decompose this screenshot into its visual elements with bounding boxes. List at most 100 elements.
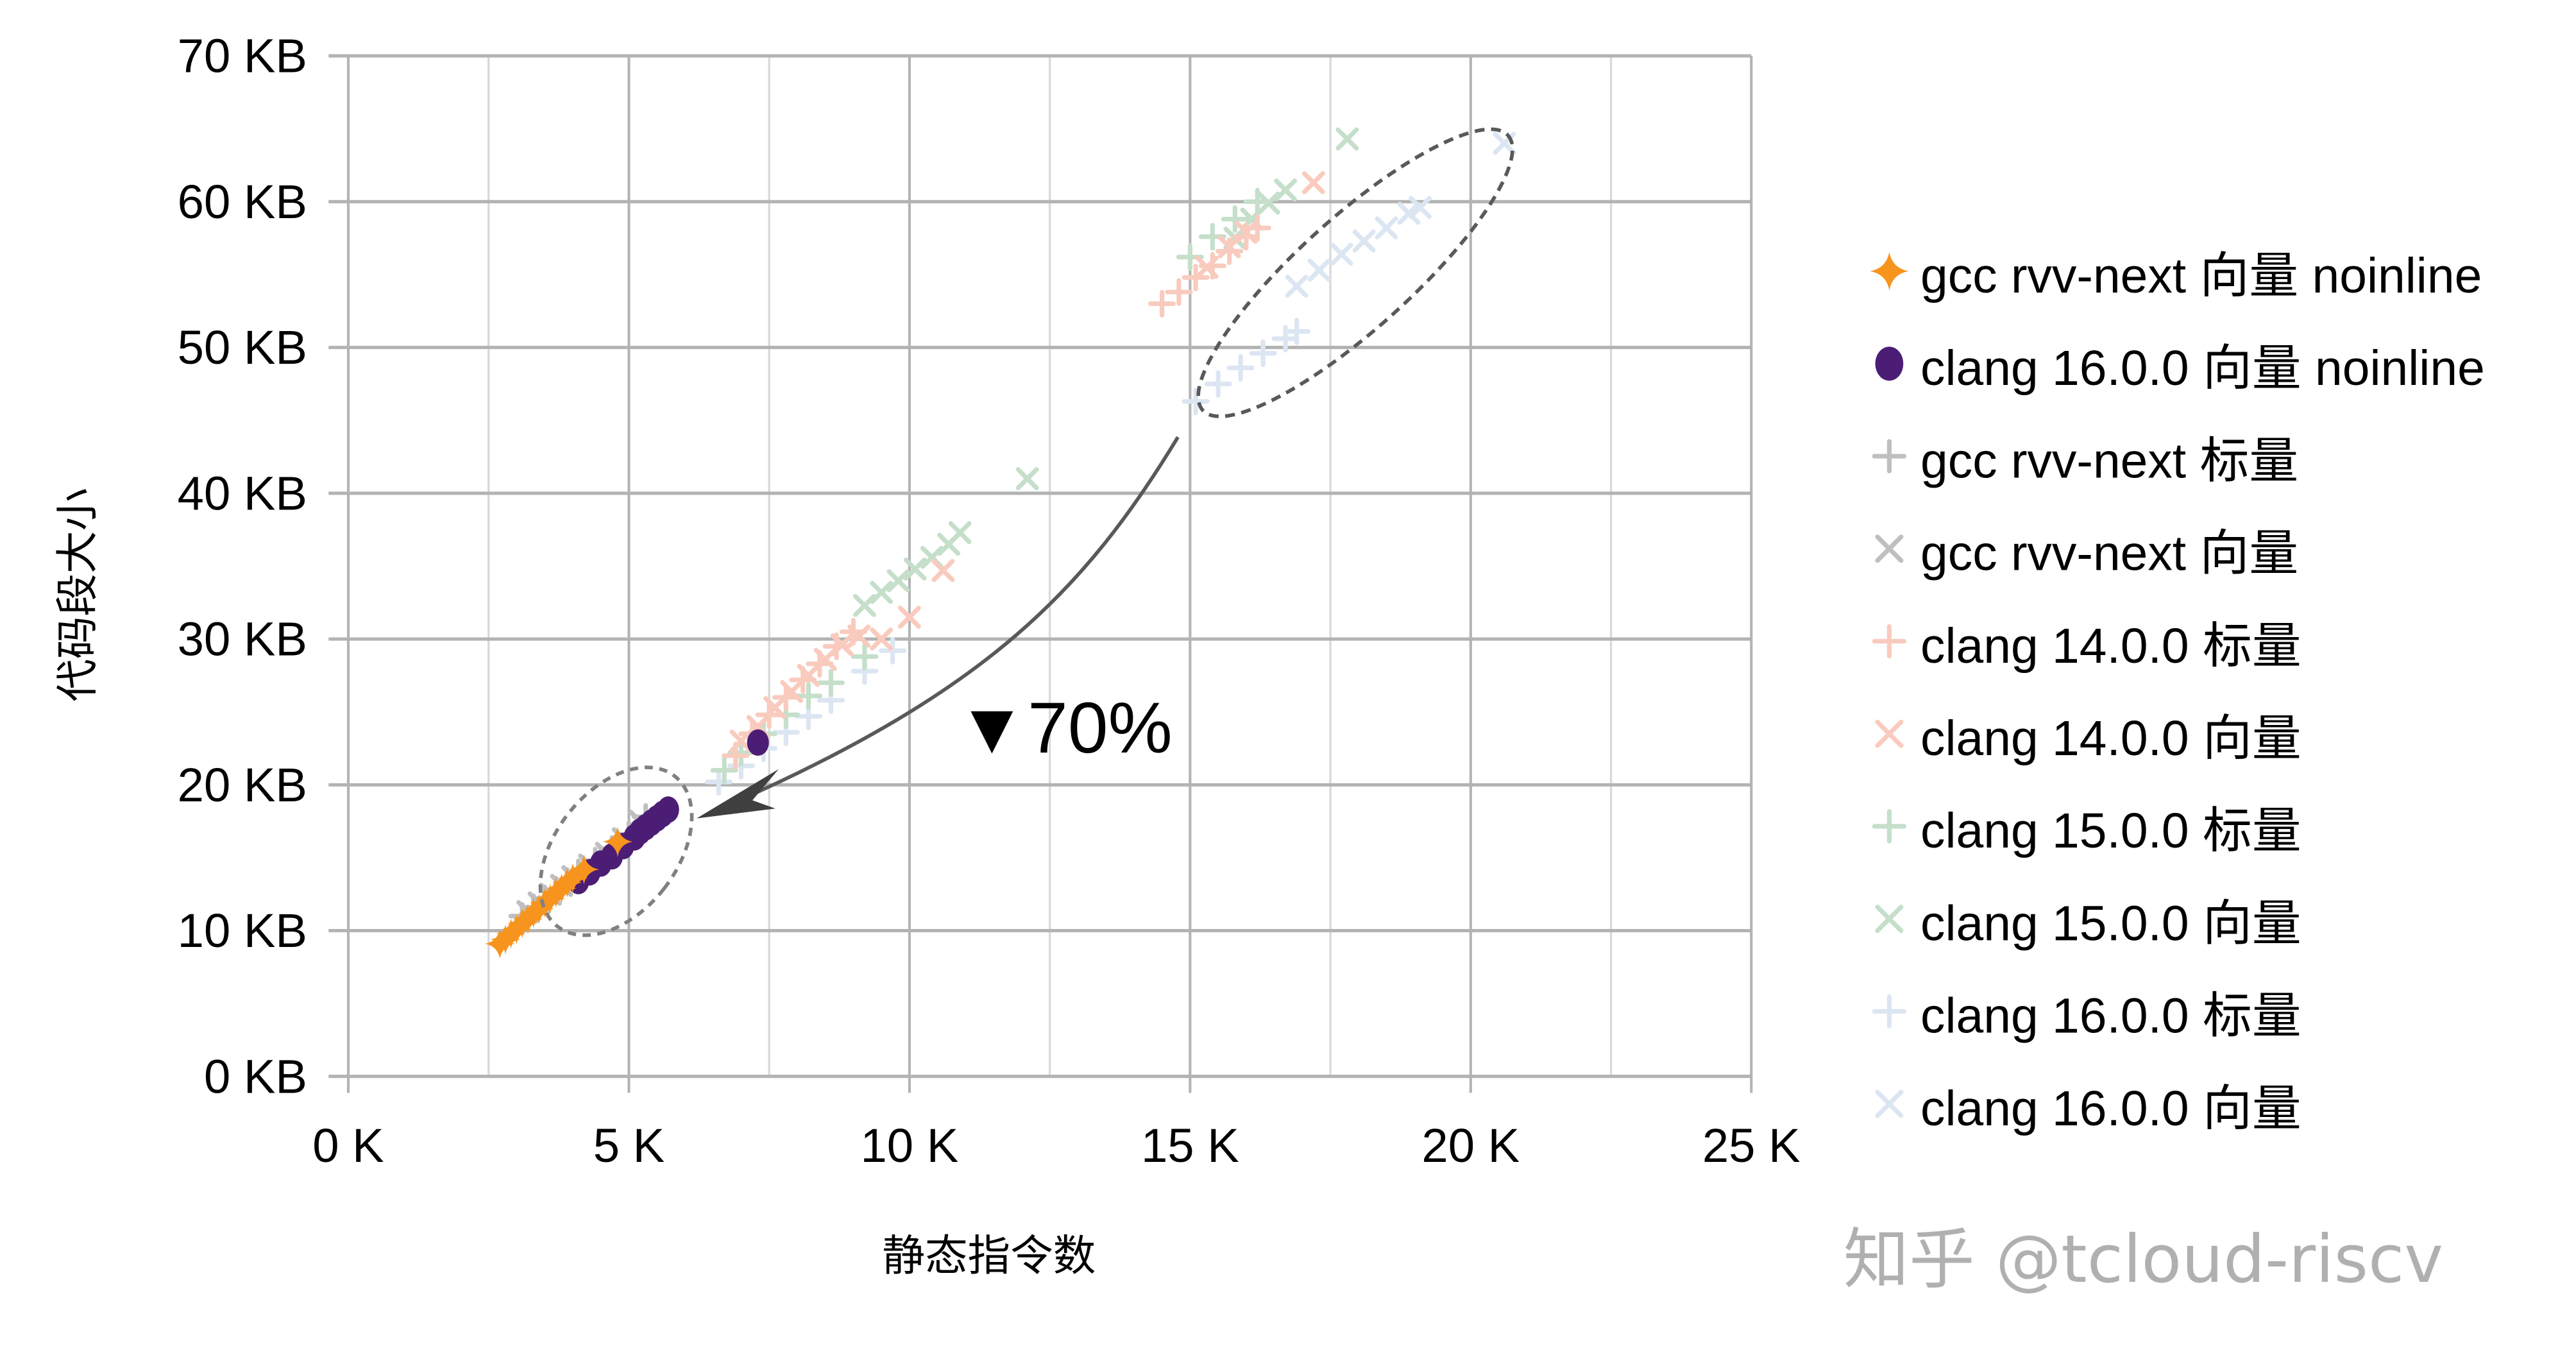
reduction-label: ▼70% [956,687,1173,768]
series [484,826,633,959]
data-point [1216,237,1244,266]
data-point [541,878,572,908]
data-point [529,888,560,918]
y-tick-label: 20 KB [178,758,307,812]
data-point [557,863,588,894]
data-point [1283,318,1311,346]
data-point [704,768,733,796]
x-tick-label: 0 K [312,1119,384,1172]
legend-item: clang 15.0.0 标量 [1872,803,2301,858]
data-point [547,873,577,903]
x-axis-title: 静态指令数 [882,1231,1096,1281]
y-tick-label: 0 KB [204,1050,307,1103]
data-point [1226,354,1255,382]
data-point [772,683,800,712]
data-point [513,904,543,934]
y-tick-label: 10 KB [178,904,307,957]
axes: 0 K 5 K 10 K 15 K 20 K 25 K 0 KB 10 KB 20 KB 30 K… [178,30,1801,1172]
legend-marker-icon [1872,809,1907,844]
y-tick-label: 40 KB [178,466,307,520]
legend-label: clang 16.0.0 向量 [1920,1081,2301,1136]
legend-label: clang 16.0.0 标量 [1920,989,2301,1044]
legend-item: clang 16.0.0 标量 [1872,989,2301,1044]
data-point [1409,196,1432,219]
data-point [870,627,894,651]
legend-marker-icon [1875,346,1904,381]
data-point [496,918,527,949]
data-point [817,669,845,697]
legend-marker-icon [1875,719,1904,748]
legend-marker-icon [1875,534,1904,563]
legend-label: clang 14.0.0 向量 [1920,711,2301,766]
data-point [1274,178,1298,202]
x-tick-label: 15 K [1141,1119,1239,1172]
legend-marker-icon [1872,439,1907,473]
data-point [569,854,599,885]
watermark: 知乎 @tcloud-riscv [1843,1222,2443,1298]
x-tick-label: 20 K [1421,1119,1520,1172]
data-point [524,894,554,924]
data-point [1307,259,1331,282]
legend-label: clang 14.0.0 标量 [1920,618,2301,674]
legend-item: clang 14.0.0 标量 [1872,618,2301,674]
legend-marker-icon [1872,994,1907,1028]
data-point [852,593,876,617]
data-point [1285,275,1309,298]
legend-item: clang 16.0.0 向量 noinline [1875,341,2485,396]
series [1285,132,1516,298]
data-point [507,908,538,939]
data-point [794,682,822,710]
legend-label: gcc rvv-next 标量 [1920,433,2298,488]
highlight-ellipse-small [538,765,694,937]
data-points [484,127,1516,959]
y-tick-label: 60 KB [178,175,307,228]
data-point [535,883,566,914]
legend-item: clang 15.0.0 向量 [1875,896,2301,951]
data-point [1182,388,1210,416]
data-point [806,650,834,678]
legend-marker-icon [1875,1089,1904,1118]
data-point [552,867,582,898]
data-point [1243,214,1271,242]
legend-label: clang 16.0.0 向量 noinline [1920,341,2485,396]
legend-marker-icon [1872,624,1907,659]
data-point [822,632,851,660]
legend-label: gcc rvv-next 向量 [1920,526,2298,581]
legend-label: clang 15.0.0 向量 [1920,896,2301,951]
legend-marker-icon [1875,905,1904,933]
data-point [948,521,972,545]
data-point [1204,370,1232,398]
data-point [1330,243,1353,266]
data-point [839,618,867,646]
data-point [1301,171,1325,194]
data-point [789,666,817,694]
data-point [1397,201,1421,225]
x-tick-label: 25 K [1702,1119,1801,1172]
grid-lines [328,54,1753,1093]
highlight-ellipse-large [1196,127,1514,418]
data-point [1335,127,1359,151]
legend-item: gcc rvv-next 向量 [1875,526,2298,581]
data-point [897,606,921,629]
legend-label: gcc rvv-next 向量 noinline [1920,248,2482,303]
data-point [518,898,549,928]
y-tick-label: 30 KB [178,613,307,666]
data-point [722,742,750,770]
data-point [755,701,783,729]
data-point [747,729,769,756]
data-point [490,924,521,955]
data-point [484,928,515,959]
data-point [602,826,633,857]
data-point [1015,467,1039,491]
data-point [1165,278,1193,306]
legend-item: clang 16.0.0 向量 [1875,1081,2301,1136]
arrow-head-icon [696,769,779,819]
data-point [502,914,532,944]
arrow-line [738,436,1180,802]
data-point [1243,187,1271,216]
legend-item: clang 14.0.0 向量 [1875,711,2301,766]
legend-label: clang 15.0.0 标量 [1920,803,2301,858]
x-tick-label: 5 K [593,1119,665,1172]
legend-item: gcc rvv-next 向量 noinline [1870,248,2482,303]
